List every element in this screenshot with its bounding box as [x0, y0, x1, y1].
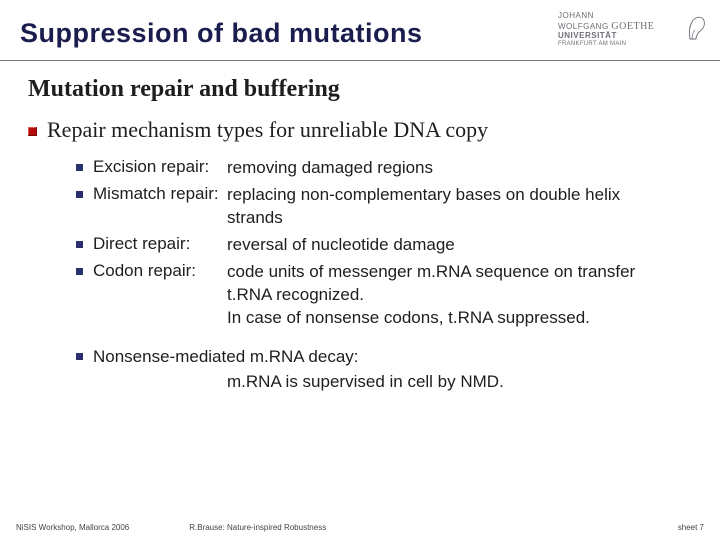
item-label: Codon repair: [93, 261, 227, 330]
logo-block: JOHANN WOLFGANG GOETHE UNIVERSITÄT FRANK… [558, 12, 708, 47]
university-logo: JOHANN WOLFGANG GOETHE UNIVERSITÄT FRANK… [558, 12, 708, 47]
item-desc: code units of messenger m.RNA sequence o… [227, 261, 647, 330]
logo-line1-a: JOHANN WOLFGANG [558, 11, 609, 31]
item-pair: Excision repair: removing damaged region… [93, 157, 433, 180]
list-item: Direct repair: reversal of nucleotide da… [76, 234, 700, 257]
footer-right: sheet 7 [678, 523, 704, 532]
item-desc: removing damaged regions [227, 157, 433, 180]
item-label: Excision repair: [93, 157, 227, 180]
item-block: Nonsense-mediated m.RNA decay: m.RNA is … [93, 346, 504, 394]
bullet-main-icon [28, 127, 37, 136]
level1-text: Repair mechanism types for unreliable DN… [47, 117, 488, 143]
bullet-sub-icon [76, 241, 83, 248]
subtitle: Mutation repair and buffering [28, 76, 700, 103]
bullet-sub-icon [76, 164, 83, 171]
list-item: Excision repair: removing damaged region… [76, 157, 700, 180]
item-desc: m.RNA is supervised in cell by NMD. [227, 371, 504, 394]
item-pair: Codon repair: code units of messenger m.… [93, 261, 647, 330]
footer-mid: R.Brause: Nature-inspired Robustness [129, 523, 678, 532]
list-item: Mismatch repair: replacing non-complemen… [76, 184, 700, 230]
footer: NiSIS Workshop, Mallorca 2006 R.Brause: … [0, 523, 720, 532]
list-item: Codon repair: code units of messenger m.… [76, 261, 700, 330]
list-item: Nonsense-mediated m.RNA decay: m.RNA is … [76, 346, 700, 394]
footer-left: NiSIS Workshop, Mallorca 2006 [16, 523, 129, 532]
slide: Suppression of bad mutations JOHANN WOLF… [0, 0, 720, 540]
logo-text: JOHANN WOLFGANG GOETHE UNIVERSITÄT FRANK… [558, 12, 680, 47]
item-label: Mismatch repair: [93, 184, 227, 230]
bullet-sub-icon [76, 268, 83, 275]
bullet-sub-icon [76, 191, 83, 198]
logo-signature: GOETHE [611, 21, 654, 32]
item-desc: reversal of nucleotide damage [227, 234, 455, 257]
divider-line [0, 60, 720, 61]
logo-head-icon [686, 13, 708, 46]
item-label: Nonsense-mediated m.RNA decay: [93, 346, 504, 369]
item-desc: replacing non-complementary bases on dou… [227, 184, 647, 230]
slide-body: Mutation repair and buffering Repair mec… [28, 76, 700, 397]
logo-line3: FRANKFURT AM MAIN [558, 41, 680, 48]
bullet-sub-icon [76, 353, 83, 360]
logo-line2: UNIVERSITÄT [558, 32, 680, 41]
item-list: Excision repair: removing damaged region… [76, 157, 700, 393]
item-pair: Mismatch repair: replacing non-complemen… [93, 184, 647, 230]
item-label: Direct repair: [93, 234, 227, 257]
level1-bullet-row: Repair mechanism types for unreliable DN… [28, 117, 700, 143]
item-pair: Direct repair: reversal of nucleotide da… [93, 234, 455, 257]
spacer [76, 334, 700, 346]
